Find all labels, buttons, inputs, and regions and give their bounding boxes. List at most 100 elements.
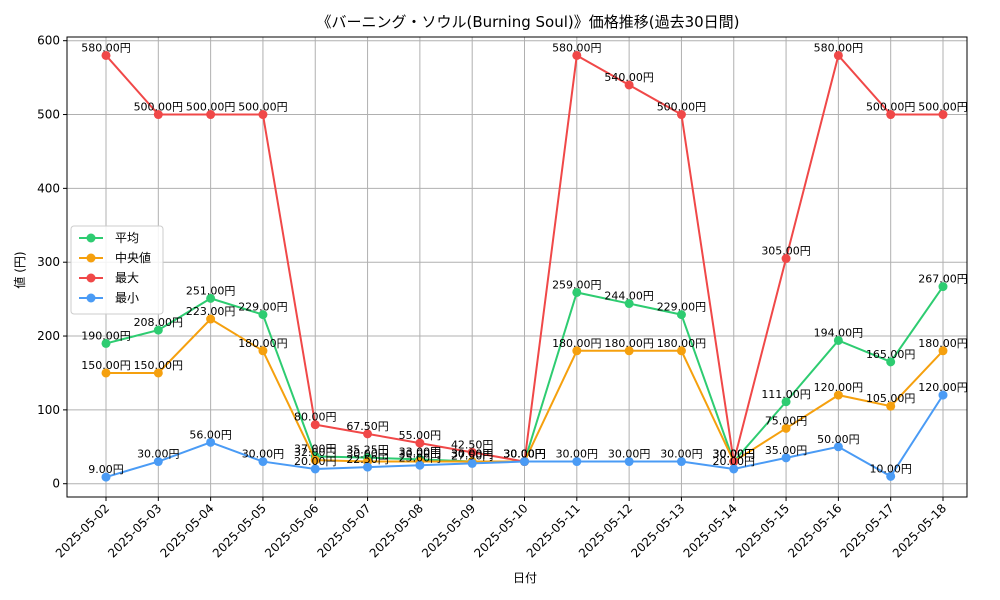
data-point [833,390,843,400]
data-point [258,310,268,320]
data-label: 150.00円 [81,359,131,372]
data-label: 165.00円 [866,348,916,361]
data-label: 32.00円 [294,446,337,459]
x-tick-label: 2025-05-14 [681,501,740,560]
data-label: 30.00円 [451,448,494,461]
data-label: 120.00円 [814,381,864,394]
data-label: 111.00円 [761,388,811,401]
data-label: 259.00円 [552,278,602,291]
data-point [572,50,582,60]
data-label: 20.00円 [294,455,337,468]
data-label: 500.00円 [186,101,236,114]
data-label: 580.00円 [81,41,131,54]
data-label: 305.00円 [761,245,811,258]
data-point [101,338,111,348]
data-label: 229.00円 [238,301,288,314]
data-point [938,110,948,120]
data-point [781,397,791,407]
data-label: 30.00円 [346,448,389,461]
data-point [467,447,477,457]
data-label: 35.00円 [765,444,808,457]
data-point [729,457,739,467]
data-label: 20.00円 [713,455,756,468]
data-label: 30.00円 [713,448,756,461]
data-point [206,437,216,447]
data-label: 56.00円 [189,428,232,441]
y-tick-label: 100 [37,403,60,417]
plot-frame [66,36,968,498]
data-point [153,325,163,335]
data-point [153,110,163,120]
data-point [676,110,686,120]
data-point [206,293,216,303]
data-point [781,423,791,433]
x-tick-label: 2025-05-11 [524,501,583,560]
data-point [310,420,320,430]
x-tick-label: 2025-05-09 [419,501,478,560]
x-tick-label: 2025-05-17 [838,501,897,560]
data-label: 30.00円 [556,448,599,461]
data-point [153,457,163,467]
data-point [153,368,163,378]
x-tick-label: 2025-05-10 [471,501,530,560]
data-label: 30.00円 [608,448,651,461]
data-label: 150.00円 [134,359,184,372]
data-label: 223.00円 [186,305,236,318]
data-point [415,460,425,470]
data-point [363,429,373,439]
data-label: 500.00円 [866,101,916,114]
y-axis-label: 値 (円) [12,251,27,288]
data-point [781,453,791,463]
data-label: 30.00円 [503,448,546,461]
x-axis-label: 日付 [513,571,537,585]
data-label: 500.00円 [918,101,968,114]
data-label: 208.00円 [134,316,184,329]
data-point [624,457,634,467]
legend-marker [86,253,96,263]
data-label: 244.00円 [604,290,654,303]
legend-box [70,225,164,315]
y-tick-label: 600 [37,34,60,48]
data-point [676,310,686,320]
data-point [572,346,582,356]
legend-marker [86,273,96,283]
data-point [467,458,477,468]
data-label: 251.00円 [186,284,236,297]
data-label: 80.00円 [294,411,337,424]
data-point [363,462,373,472]
data-point [676,346,686,356]
y-tick-label: 500 [37,108,60,122]
x-tick-label: 2025-05-08 [367,501,426,560]
data-point [101,50,111,60]
data-label: 30.00円 [451,448,494,461]
y-tick-label: 200 [37,329,60,343]
data-label: 190.00円 [81,329,131,342]
y-tick-label: 400 [37,181,60,195]
data-point [886,471,896,481]
data-label: 500.00円 [134,101,184,114]
x-tick-label: 2025-05-15 [733,501,792,560]
chart-title: 《バーニング・ソウル(Burning Soul)》価格推移(過去30日間) [316,13,739,31]
data-point [938,346,948,356]
x-tick-label: 2025-05-07 [314,501,373,560]
legend-marker [86,293,96,303]
data-label: 30.00円 [503,448,546,461]
data-label: 180.00円 [238,337,288,350]
data-label: 105.00円 [866,392,916,405]
data-point [938,282,948,292]
data-label: 30.00円 [242,448,285,461]
x-tick-label: 2025-05-18 [890,501,949,560]
data-point [572,457,582,467]
data-point [415,438,425,448]
data-label: 30.00円 [503,448,546,461]
data-label: 67.50円 [346,420,389,433]
data-label: 42.50円 [451,438,494,451]
data-point [258,346,268,356]
legend-entry: 中央値 [115,250,151,265]
data-label: 267.00円 [918,273,968,286]
data-label: 22.50円 [346,453,389,466]
data-point [624,299,634,309]
x-tick-label: 2025-05-13 [628,501,687,560]
x-tick-label: 2025-05-06 [262,501,321,560]
